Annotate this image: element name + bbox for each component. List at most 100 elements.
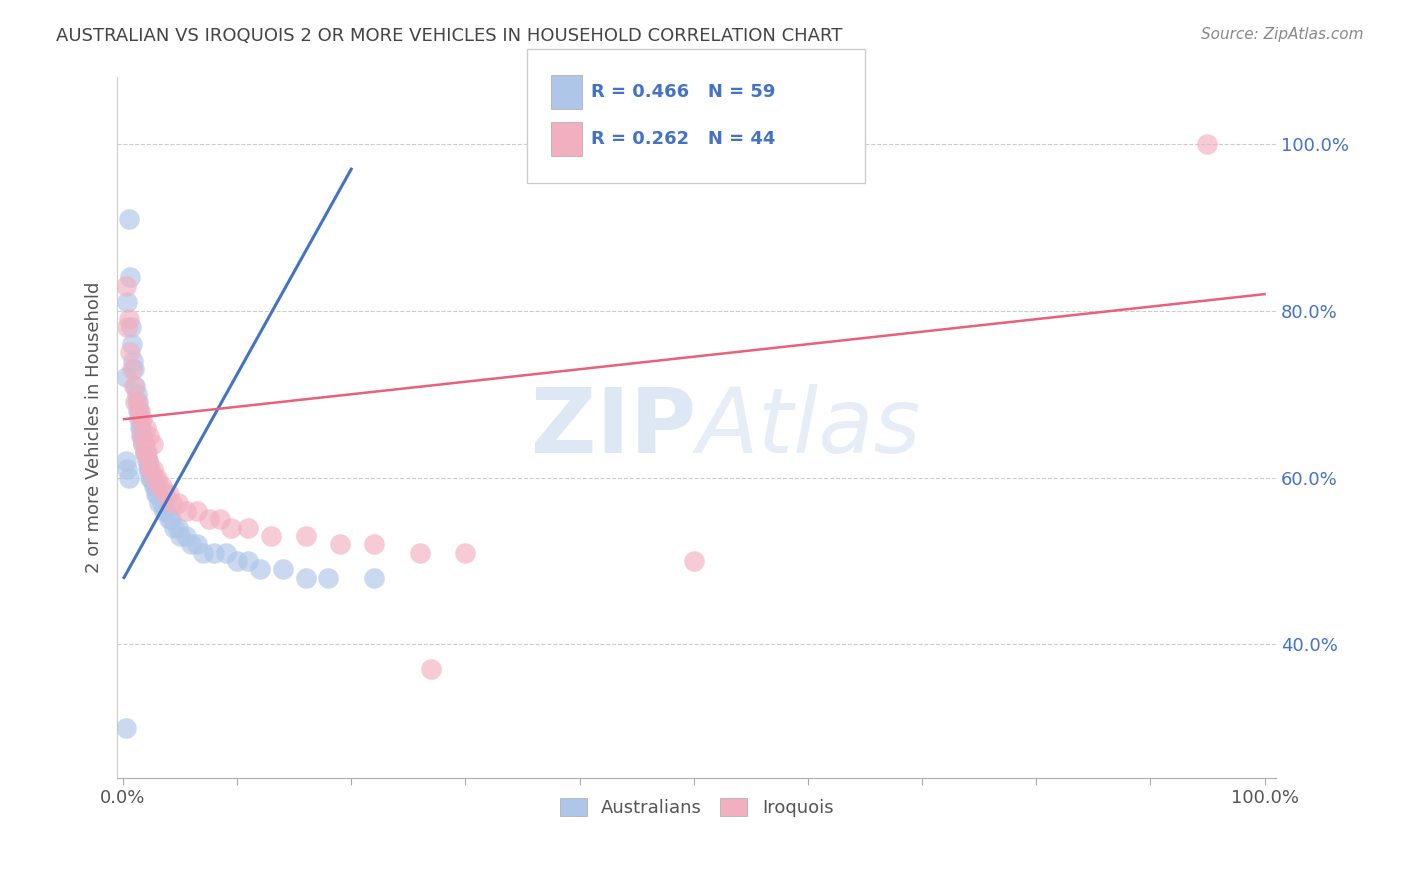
Text: Source: ZipAtlas.com: Source: ZipAtlas.com	[1201, 27, 1364, 42]
Point	[318, 570, 340, 584]
Point	[143, 470, 166, 484]
Point	[221, 520, 243, 534]
Point	[174, 529, 197, 543]
Point	[145, 487, 167, 501]
Point	[115, 454, 138, 468]
Point	[294, 570, 316, 584]
Point	[454, 545, 477, 559]
Point	[129, 429, 152, 443]
Point	[143, 479, 166, 493]
Point	[138, 429, 160, 443]
Point	[363, 570, 385, 584]
Point	[155, 504, 177, 518]
Point	[148, 495, 170, 509]
Point	[121, 337, 143, 351]
Point	[124, 379, 146, 393]
Point	[214, 545, 236, 559]
Point	[117, 470, 139, 484]
Point	[166, 520, 188, 534]
Point	[146, 470, 169, 484]
Point	[124, 395, 146, 409]
Point	[115, 370, 138, 384]
Point	[138, 462, 160, 476]
Point	[117, 462, 139, 476]
Point	[142, 470, 165, 484]
Point	[124, 379, 146, 393]
Text: Atlas: Atlas	[696, 384, 921, 472]
Point	[134, 437, 156, 451]
Text: ZIP: ZIP	[531, 384, 696, 472]
Point	[117, 212, 139, 227]
Text: AUSTRALIAN VS IROQUOIS 2 OR MORE VEHICLES IN HOUSEHOLD CORRELATION CHART: AUSTRALIAN VS IROQUOIS 2 OR MORE VEHICLE…	[56, 27, 842, 45]
Point	[136, 462, 159, 476]
Point	[136, 454, 159, 468]
Point	[117, 320, 139, 334]
Point	[157, 487, 180, 501]
Point	[682, 554, 704, 568]
Point	[118, 270, 141, 285]
Point	[134, 445, 156, 459]
Point	[163, 520, 186, 534]
Point	[121, 362, 143, 376]
Point	[131, 429, 153, 443]
Point	[127, 404, 149, 418]
Point	[129, 412, 152, 426]
Point	[142, 462, 165, 476]
Point	[363, 537, 385, 551]
Point	[153, 504, 176, 518]
Point	[128, 412, 150, 426]
Point	[180, 537, 202, 551]
Point	[129, 404, 152, 418]
Point	[135, 420, 157, 434]
Point	[271, 562, 294, 576]
Point	[150, 495, 173, 509]
Point	[129, 420, 152, 434]
Point	[294, 529, 316, 543]
Point	[420, 662, 443, 676]
Point	[141, 470, 163, 484]
Point	[1197, 137, 1219, 152]
Point	[208, 512, 231, 526]
Text: R = 0.262   N = 44: R = 0.262 N = 44	[591, 130, 775, 148]
Point	[153, 487, 176, 501]
Point	[186, 504, 208, 518]
Point	[226, 554, 249, 568]
Point	[132, 437, 155, 451]
Point	[166, 495, 188, 509]
Point	[132, 437, 155, 451]
Point	[169, 529, 191, 543]
Point	[131, 412, 153, 426]
Point	[122, 354, 145, 368]
Point	[409, 545, 432, 559]
Point	[329, 537, 352, 551]
Point	[118, 345, 141, 359]
Point	[238, 554, 260, 568]
Point	[197, 512, 219, 526]
Point	[127, 395, 149, 409]
Point	[146, 487, 169, 501]
Point	[249, 562, 271, 576]
Point	[174, 504, 197, 518]
Point	[260, 529, 283, 543]
Point	[135, 445, 157, 459]
Point	[125, 395, 148, 409]
Point	[115, 278, 138, 293]
Text: R = 0.466   N = 59: R = 0.466 N = 59	[591, 83, 775, 101]
Point	[117, 295, 139, 310]
Point	[160, 512, 183, 526]
Point	[139, 470, 162, 484]
Point	[117, 312, 139, 326]
Point	[135, 454, 157, 468]
Point	[150, 479, 173, 493]
Point	[128, 404, 150, 418]
Point	[142, 479, 165, 493]
Point	[148, 479, 170, 493]
Point	[202, 545, 225, 559]
Point	[129, 420, 152, 434]
Point	[134, 445, 156, 459]
Point	[131, 429, 153, 443]
Point	[238, 520, 260, 534]
Point	[135, 445, 157, 459]
Point	[125, 387, 148, 401]
Legend: Australians, Iroquois: Australians, Iroquois	[553, 790, 841, 824]
